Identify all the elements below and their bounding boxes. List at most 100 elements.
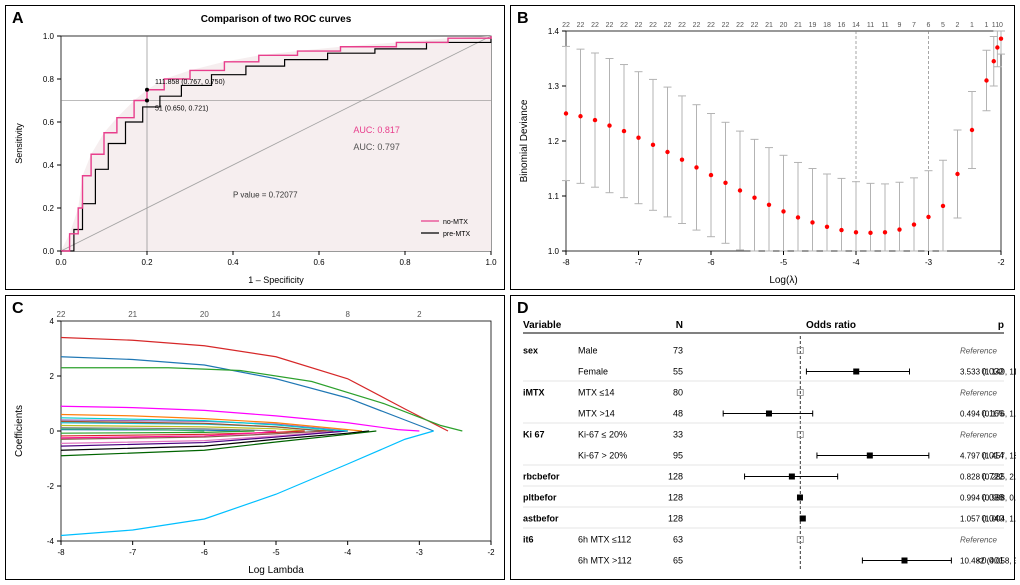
svg-text:MTX >14: MTX >14 — [578, 409, 615, 419]
deviance-chart: -8-7-6-5-4-3-21.01.11.21.31.422222222222… — [511, 6, 1016, 291]
svg-text:0.038: 0.038 — [981, 493, 1004, 503]
svg-text:128: 128 — [668, 472, 683, 482]
svg-text:-4: -4 — [344, 548, 352, 557]
svg-text:1: 1 — [985, 22, 989, 29]
panel-label-A: A — [12, 10, 24, 28]
svg-text:11: 11 — [867, 22, 874, 29]
svg-text:11: 11 — [881, 22, 888, 29]
svg-text:1 – Specificity: 1 – Specificity — [248, 275, 304, 285]
svg-text:22: 22 — [678, 22, 686, 29]
svg-text:pre-MTX: pre-MTX — [443, 231, 471, 238]
svg-text:128: 128 — [668, 493, 683, 503]
svg-text:Log(λ): Log(λ) — [769, 275, 797, 286]
svg-text:0.722: 0.722 — [981, 472, 1004, 482]
svg-text:Sensitivity: Sensitivity — [14, 123, 24, 164]
svg-text:14: 14 — [272, 310, 281, 319]
svg-text:Reference: Reference — [960, 347, 997, 356]
svg-text:-6: -6 — [201, 548, 209, 557]
svg-text:0.2: 0.2 — [141, 258, 153, 267]
svg-text:sex: sex — [523, 346, 538, 356]
svg-text:0.2: 0.2 — [43, 204, 55, 213]
forest-plot: VariableNOdds ratiopsexMale73ReferenceFe… — [511, 296, 1016, 581]
svg-text:22: 22 — [707, 22, 715, 29]
svg-text:AUC: 0.797: AUC: 0.797 — [353, 142, 400, 152]
svg-text:2: 2 — [956, 22, 960, 29]
svg-text:Ki 67: Ki 67 — [523, 430, 545, 440]
figure-grid: A 111.858 (0.767, 0.750) 51 (0.650, 0.721)… — [0, 0, 1020, 585]
svg-text:22: 22 — [664, 22, 672, 29]
svg-text:1.4: 1.4 — [548, 27, 560, 36]
svg-text:-4: -4 — [47, 537, 55, 546]
svg-text:N: N — [676, 320, 683, 331]
svg-text:22: 22 — [577, 22, 585, 29]
svg-text:-4: -4 — [852, 258, 860, 267]
svg-text:2: 2 — [417, 310, 422, 319]
svg-text:Reference: Reference — [960, 389, 997, 398]
svg-text:22: 22 — [736, 22, 744, 29]
svg-text:16: 16 — [838, 22, 846, 29]
roc-chart: 111.858 (0.767, 0.750)51 (0.650, 0.721)A… — [6, 6, 506, 291]
svg-text:0.4: 0.4 — [43, 161, 55, 170]
svg-text:0.0: 0.0 — [43, 247, 55, 256]
svg-text:22: 22 — [562, 22, 570, 29]
svg-text:-2: -2 — [997, 258, 1005, 267]
svg-text:1.1: 1.1 — [548, 192, 560, 201]
svg-text:63: 63 — [673, 535, 683, 545]
svg-text:-7: -7 — [129, 548, 137, 557]
svg-text:4: 4 — [50, 317, 55, 326]
svg-text:-3: -3 — [925, 258, 933, 267]
svg-text:-2: -2 — [47, 482, 55, 491]
svg-text:0.014: 0.014 — [981, 451, 1004, 461]
svg-text:Reference: Reference — [960, 431, 997, 440]
svg-text:Female: Female — [578, 367, 608, 377]
svg-text:0: 0 — [999, 22, 1003, 29]
svg-text:iMTX: iMTX — [523, 388, 545, 398]
svg-text:128: 128 — [668, 514, 683, 524]
svg-text:22: 22 — [620, 22, 628, 29]
svg-text:22: 22 — [635, 22, 643, 29]
svg-text:22: 22 — [57, 310, 66, 319]
svg-text:55: 55 — [673, 367, 683, 377]
coef-path-chart: -8-7-6-5-4-3-2-4-20242221201482Log Lambd… — [6, 296, 506, 581]
svg-text:-5: -5 — [780, 258, 788, 267]
svg-text:111.858 (0.767, 0.750): 111.858 (0.767, 0.750) — [155, 79, 225, 86]
svg-text:1.0: 1.0 — [548, 247, 560, 256]
svg-text:21: 21 — [128, 310, 137, 319]
svg-text:51 (0.650, 0.721): 51 (0.650, 0.721) — [155, 106, 208, 113]
svg-text:7: 7 — [912, 22, 916, 29]
svg-text:AUC: 0.817: AUC: 0.817 — [353, 125, 400, 135]
svg-text:0.166: 0.166 — [981, 409, 1004, 419]
panel-A: A 111.858 (0.767, 0.750) 51 (0.650, 0.721)… — [5, 5, 505, 290]
panel-C: C-8-7-6-5-4-3-2-4-20242221201482Log Lamb… — [5, 295, 505, 580]
svg-text:no-MTX: no-MTX — [443, 219, 468, 226]
svg-text:1.3: 1.3 — [548, 82, 560, 91]
svg-text:0.6: 0.6 — [43, 118, 55, 127]
svg-text:-3: -3 — [416, 548, 424, 557]
svg-text:Ki-67 ≤ 20%: Ki-67 ≤ 20% — [578, 430, 627, 440]
svg-text:21: 21 — [794, 22, 802, 29]
svg-text:19: 19 — [809, 22, 817, 29]
svg-text:0.6: 0.6 — [313, 258, 325, 267]
svg-text:65: 65 — [673, 556, 683, 566]
svg-text:1.2: 1.2 — [548, 137, 560, 146]
svg-text:2: 2 — [50, 372, 55, 381]
svg-text:-8: -8 — [562, 258, 570, 267]
svg-text:Binomial Deviance: Binomial Deviance — [519, 99, 530, 182]
svg-text:0.032: 0.032 — [981, 367, 1004, 377]
svg-text:1.0: 1.0 — [43, 32, 55, 41]
panel-B: B-8-7-6-5-4-3-21.01.11.21.31.42222222222… — [510, 5, 1015, 290]
svg-text:astbefor: astbefor — [523, 514, 559, 524]
svg-text:-2: -2 — [487, 548, 495, 557]
svg-text:it6: it6 — [523, 535, 534, 545]
svg-text:0.4: 0.4 — [227, 258, 239, 267]
svg-text:0.8: 0.8 — [43, 75, 55, 84]
svg-text:0.8: 0.8 — [399, 258, 411, 267]
svg-text:5: 5 — [941, 22, 945, 29]
svg-text:pltbefor: pltbefor — [523, 493, 557, 503]
svg-text:Comparison of two ROC curves: Comparison of two ROC curves — [201, 14, 352, 25]
svg-text:0.040: 0.040 — [981, 514, 1004, 524]
svg-text:rbcbefor: rbcbefor — [523, 472, 560, 482]
svg-text:20: 20 — [200, 310, 209, 319]
svg-text:p: p — [998, 320, 1004, 331]
svg-text:-5: -5 — [272, 548, 280, 557]
